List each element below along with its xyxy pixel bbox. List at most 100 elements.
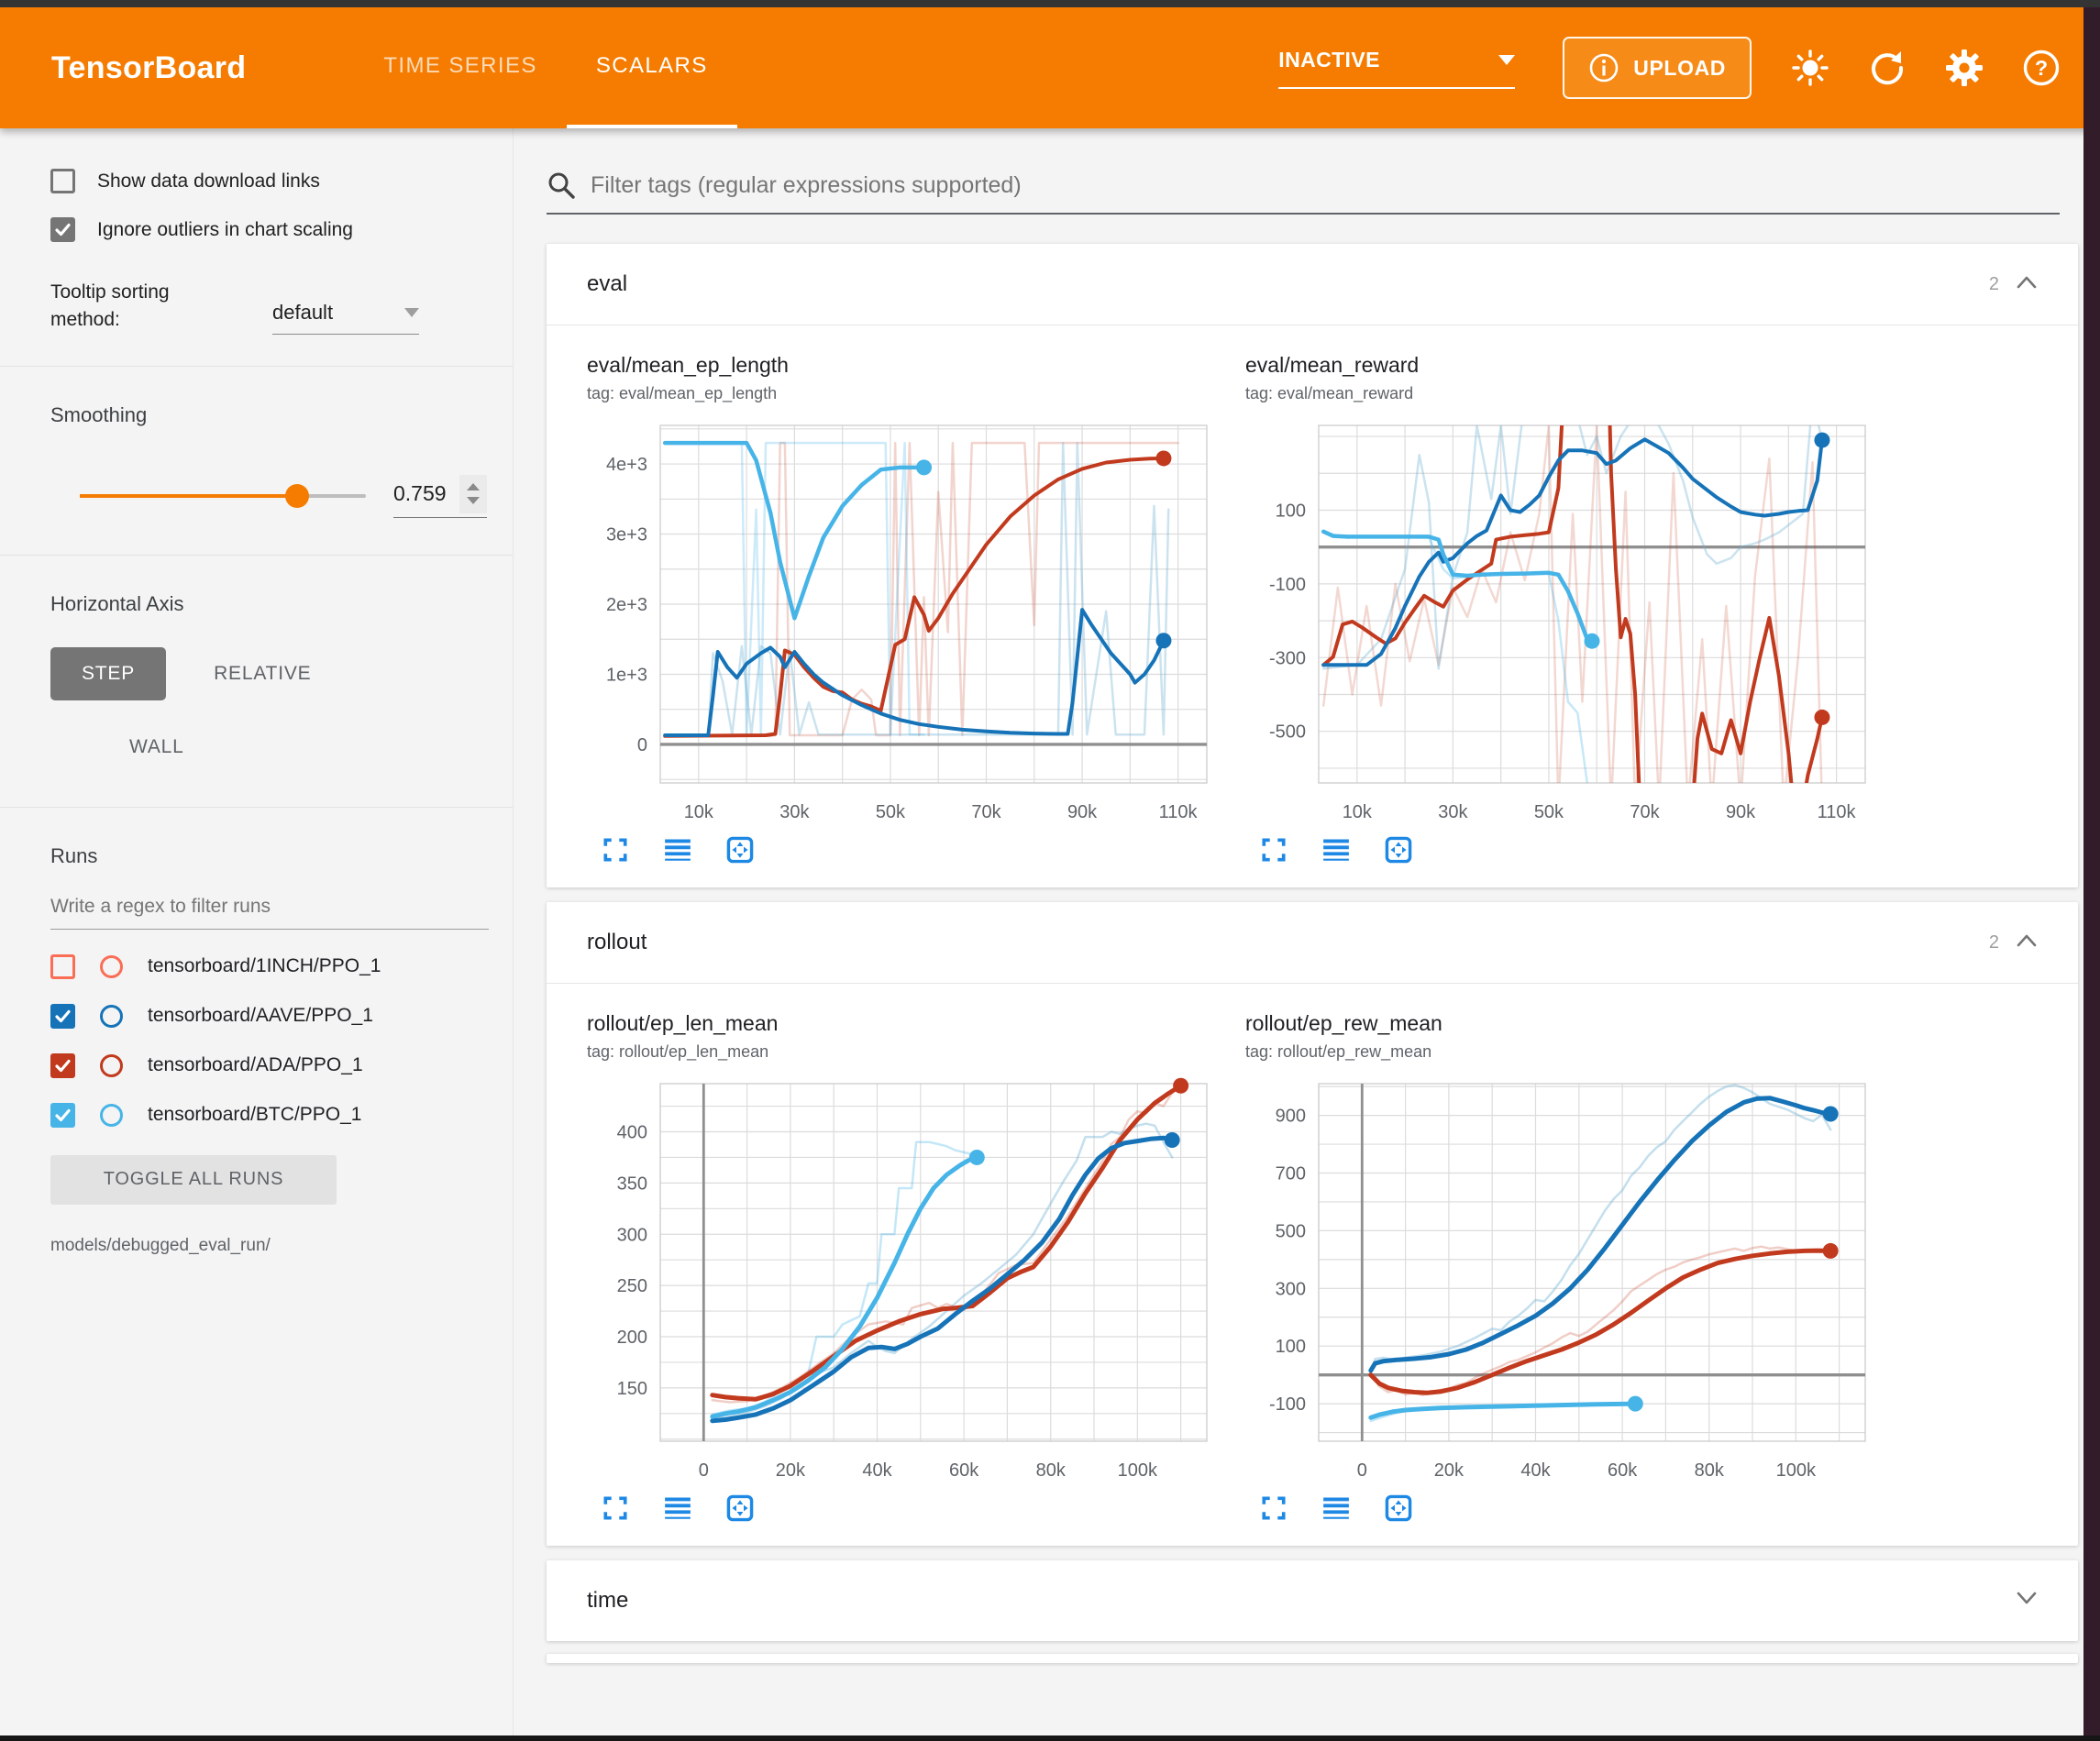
svg-text:2e+3: 2e+3 xyxy=(606,595,647,615)
run-checkbox[interactable] xyxy=(50,1052,75,1078)
app-header: TensorBoard TIME SERIES SCALARS INACTIVE… xyxy=(0,7,2100,128)
section-header-eval[interactable]: eval 2 xyxy=(547,244,2078,325)
run-color-ring[interactable] xyxy=(100,1004,123,1028)
chart-canvas[interactable]: 10k 30k 50k 70k 90k 110k 100 -100 -300 -500 xyxy=(1245,418,1887,829)
series-line xyxy=(663,608,1166,737)
run-checkbox[interactable] xyxy=(50,1003,75,1029)
fullscreen-icon[interactable] xyxy=(1256,1491,1291,1526)
run-checkbox[interactable] xyxy=(50,1102,75,1128)
section-chart-count: 2 xyxy=(1988,273,1999,294)
status-dropdown[interactable]: INACTIVE xyxy=(1278,48,1516,89)
tooltip-sorting-select[interactable]: default xyxy=(272,301,419,335)
svg-text:?: ? xyxy=(2035,56,2048,80)
tab-time-series[interactable]: TIME SERIES xyxy=(383,53,537,78)
smoothing-slider[interactable] xyxy=(80,484,366,509)
smoothing-slider-thumb[interactable] xyxy=(284,484,309,509)
svg-text:10k: 10k xyxy=(684,802,714,822)
svg-text:300: 300 xyxy=(1276,1279,1306,1299)
fit-data-icon[interactable] xyxy=(723,1491,757,1526)
show-download-links-row[interactable]: Show data download links xyxy=(50,169,489,193)
help-icon[interactable]: ? xyxy=(2017,44,2065,92)
svg-text:-100: -100 xyxy=(1269,1394,1306,1415)
fit-data-icon[interactable] xyxy=(723,832,757,867)
tab-bar: TIME SERIES SCALARS xyxy=(354,7,737,128)
series-end-dot[interactable] xyxy=(1584,633,1600,649)
ignore-outliers-row[interactable]: Ignore outliers in chart scaling xyxy=(50,217,489,242)
runs-table-icon[interactable] xyxy=(660,1491,695,1526)
ignore-outliers-checkbox[interactable] xyxy=(50,217,75,242)
chart-toolbar xyxy=(1245,832,1887,867)
series-end-dot[interactable] xyxy=(1164,1131,1180,1148)
fullscreen-icon[interactable] xyxy=(598,832,633,867)
chart-canvas[interactable]: 10k 30k 50k 70k 90k 110k 0 1e+3 2e+3 3e+3 4e+3 xyxy=(587,418,1229,829)
section-title: eval xyxy=(587,271,628,296)
chevron-down-icon[interactable] xyxy=(2016,1592,2038,1605)
stepper-up-icon[interactable] xyxy=(467,483,480,491)
run-item[interactable]: tensorboard/AAVE/PPO_1 xyxy=(50,1003,489,1029)
check-icon xyxy=(55,1059,71,1072)
chart-canvas[interactable]: 0 20k 40k 60k 80k 100k 900 700 500 300 100 -100 xyxy=(1245,1076,1887,1487)
series-end-dot[interactable] xyxy=(1814,432,1830,448)
series-end-dot[interactable] xyxy=(1173,1077,1189,1094)
run-color-ring[interactable] xyxy=(100,1053,123,1077)
fullscreen-icon[interactable] xyxy=(598,1491,633,1526)
svg-text:900: 900 xyxy=(1276,1107,1306,1127)
series-end-dot[interactable] xyxy=(1155,633,1172,649)
series-end-dot[interactable] xyxy=(1814,709,1830,725)
svg-text:100: 100 xyxy=(1276,1337,1306,1357)
smoothing-value[interactable]: 0.759 xyxy=(393,481,447,506)
runs-table-icon[interactable] xyxy=(1319,832,1354,867)
svg-text:0: 0 xyxy=(1357,1460,1367,1481)
axis-relative-button[interactable]: RELATIVE xyxy=(214,662,312,684)
section-header-time[interactable]: time xyxy=(547,1560,2078,1641)
run-item[interactable]: tensorboard/ADA/PPO_1 xyxy=(50,1052,489,1078)
run-color-ring[interactable] xyxy=(100,954,123,978)
series-end-dot[interactable] xyxy=(1822,1106,1839,1122)
svg-text:60k: 60k xyxy=(949,1460,979,1481)
run-item[interactable]: tensorboard/BTC/PPO_1 xyxy=(50,1102,489,1128)
series-line xyxy=(663,456,1166,738)
scalar-chart: rollout/ep_len_mean tag: rollout/ep_len_m… xyxy=(587,1011,1229,1526)
runs-filter-input[interactable]: Write a regex to filter runs xyxy=(50,896,489,930)
run-color-ring[interactable] xyxy=(100,1103,123,1127)
settings-icon[interactable] xyxy=(1940,44,1988,92)
smoothing-label: Smoothing xyxy=(50,402,148,426)
svg-text:10k: 10k xyxy=(1343,802,1373,822)
axis-wall-button[interactable]: WALL xyxy=(129,735,184,757)
brightness-icon[interactable] xyxy=(1786,44,1834,92)
smoothing-stepper[interactable] xyxy=(459,474,487,513)
toggle-all-runs-button[interactable]: TOGGLE ALL RUNS xyxy=(50,1154,337,1205)
series-line xyxy=(710,1155,979,1419)
show-download-links-label: Show data download links xyxy=(97,170,320,192)
series-end-dot[interactable] xyxy=(1627,1395,1643,1412)
series-line xyxy=(1369,1245,1832,1396)
series-end-dot[interactable] xyxy=(968,1149,985,1165)
run-name: tensorboard/BTC/PPO_1 xyxy=(148,1104,362,1126)
chevron-up-icon[interactable] xyxy=(2016,933,2038,947)
svg-text:110k: 110k xyxy=(1818,802,1857,822)
series-end-dot[interactable] xyxy=(1822,1242,1839,1259)
tab-scalars[interactable]: SCALARS xyxy=(566,7,737,128)
filter-tags-input[interactable]: Filter tags (regular expressions support… xyxy=(591,171,1022,198)
runs-table-icon[interactable] xyxy=(660,832,695,867)
stepper-down-icon[interactable] xyxy=(467,497,480,505)
svg-text:70k: 70k xyxy=(971,802,1001,822)
series-end-dot[interactable] xyxy=(916,459,933,476)
series-end-dot[interactable] xyxy=(1155,450,1172,467)
upload-button[interactable]: UPLOAD xyxy=(1563,37,1752,99)
svg-text:40k: 40k xyxy=(1520,1460,1551,1481)
runs-table-icon[interactable] xyxy=(1319,1491,1354,1526)
run-checkbox[interactable] xyxy=(50,953,75,979)
axis-step-button[interactable]: STEP xyxy=(50,646,167,700)
chevron-up-icon[interactable] xyxy=(2016,275,2038,289)
fit-data-icon[interactable] xyxy=(1381,1491,1416,1526)
fit-data-icon[interactable] xyxy=(1381,832,1416,867)
fullscreen-icon[interactable] xyxy=(1256,832,1291,867)
run-item[interactable]: tensorboard/1INCH/PPO_1 xyxy=(50,953,489,979)
chart-canvas[interactable]: 0 20k 40k 60k 80k 100k 150 200 250 300 350 400 xyxy=(587,1076,1229,1487)
section-header-rollout[interactable]: rollout 2 xyxy=(547,902,2078,983)
series-line xyxy=(1368,1248,1833,1395)
chart-title: eval/mean_ep_length xyxy=(587,353,789,377)
show-download-links-checkbox[interactable] xyxy=(50,169,75,193)
refresh-icon[interactable] xyxy=(1863,44,1911,92)
